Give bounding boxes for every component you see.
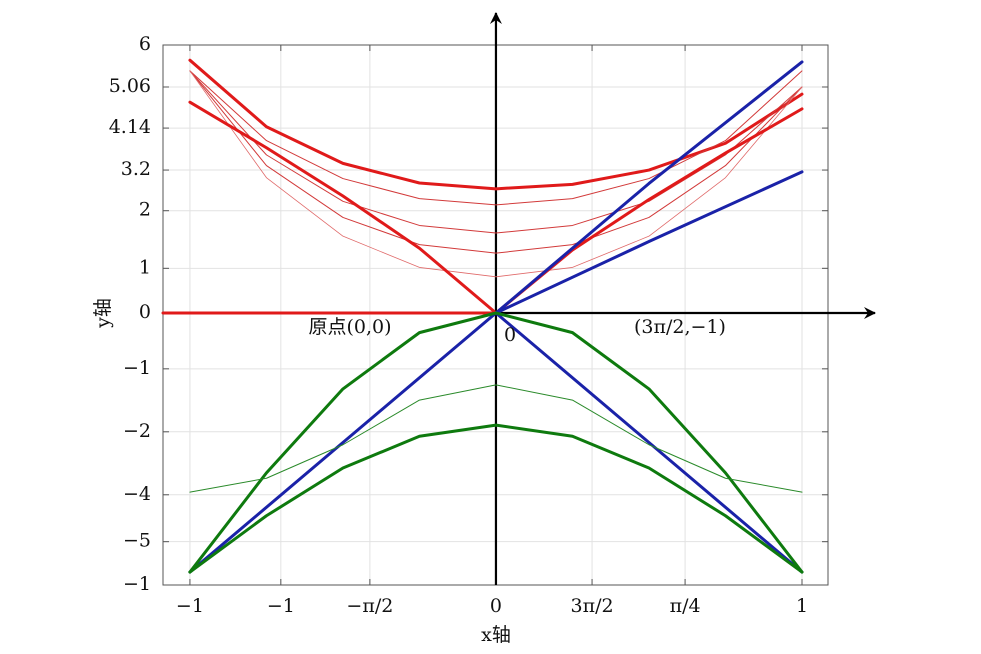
curve (188, 423, 804, 574)
x-tick-label: 0 (490, 595, 502, 617)
y-tick-label: 6 (139, 33, 151, 55)
curve (189, 384, 803, 493)
y-tick-label: −1 (123, 357, 151, 379)
y-tick-label: 5.06 (109, 75, 151, 97)
curve (189, 70, 803, 206)
y-tick-label: 3.2 (121, 158, 151, 180)
y-tick-label: −1 (123, 573, 151, 595)
y-tick-label: 1 (139, 256, 151, 278)
y-tick-label: −4 (123, 483, 151, 505)
annotation: 原点(0,0) (308, 316, 391, 338)
x-tick-label: π/4 (670, 595, 701, 617)
x-tick-label: 3π/2 (571, 595, 614, 617)
plot-lines (161, 58, 804, 574)
x-tick-label: 1 (796, 595, 808, 617)
annotation: 0 (504, 324, 516, 346)
x-tick-label: −π/2 (346, 595, 393, 617)
y-tick-label: −5 (123, 530, 151, 552)
curve (189, 70, 803, 254)
x-tick-label: −1 (176, 595, 204, 617)
curve (189, 70, 803, 234)
y-tick-label: −2 (123, 420, 151, 442)
curve (188, 58, 804, 191)
curve (189, 70, 803, 278)
y-tick-label: 0 (139, 301, 151, 323)
y-tick-label: 4.14 (109, 116, 151, 138)
axes (163, 12, 876, 586)
curve (188, 311, 804, 574)
x-axis-label: x轴 (481, 624, 511, 646)
curve (494, 60, 804, 315)
y-tick-label: 2 (139, 199, 151, 221)
y-axis-label: y轴 (92, 298, 114, 329)
x-tick-label: −1 (267, 595, 295, 617)
annotation: (3π/2,−1) (634, 316, 726, 338)
curve (494, 170, 804, 315)
